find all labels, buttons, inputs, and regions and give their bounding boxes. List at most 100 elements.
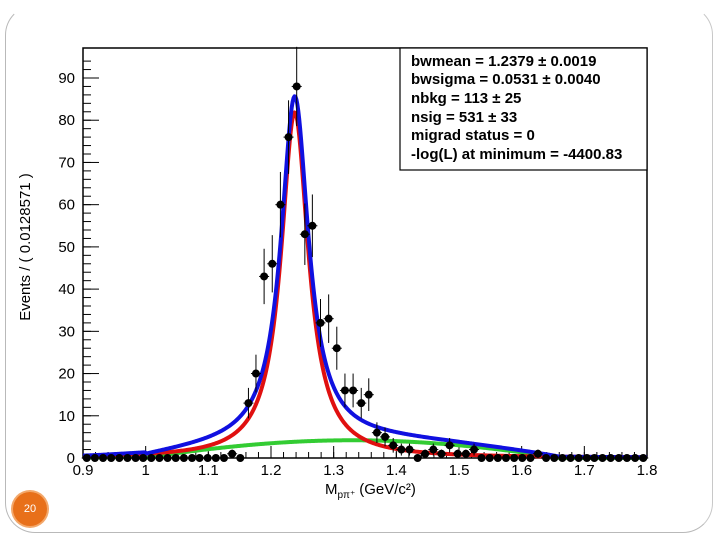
x-tick-label: 1.2: [261, 462, 282, 479]
data-marker: [163, 454, 172, 462]
data-marker: [82, 454, 91, 462]
data-marker: [429, 445, 438, 454]
data-point: [243, 387, 254, 419]
data-marker: [614, 454, 623, 462]
data-marker: [566, 454, 575, 462]
x-tick-label: 0.9: [73, 462, 94, 479]
data-marker: [155, 454, 164, 462]
data-point: [420, 449, 431, 458]
data-point: [348, 373, 359, 408]
data-marker: [502, 454, 510, 462]
data-marker: [533, 449, 542, 458]
x-tick-label: 1.6: [511, 462, 532, 479]
data-marker: [179, 454, 188, 462]
data-point: [380, 427, 391, 447]
y-tick-label: 50: [58, 239, 75, 256]
stat-nbkg: nbkg = 113 ± 25: [411, 90, 521, 107]
data-point: [363, 378, 374, 412]
data-marker: [493, 454, 502, 462]
x-tick-label: 1.1: [198, 462, 219, 479]
data-marker: [526, 454, 535, 462]
data-marker: [107, 454, 116, 462]
data-point: [436, 449, 447, 458]
data-marker: [332, 344, 341, 353]
y-tick-label: 40: [58, 281, 75, 298]
y-tick-label: 20: [58, 366, 75, 383]
x-axis-title: Mpπ⁺ (GeV/c²): [325, 481, 416, 501]
data-points: [81, 46, 649, 462]
data-point: [525, 454, 536, 462]
data-point: [267, 235, 278, 293]
data-marker: [558, 454, 567, 462]
data-marker: [195, 454, 204, 462]
stat-neg-log-likelihood: -log(L) at minimum = -4400.83: [411, 146, 622, 163]
x-axis-title-main: M: [325, 481, 338, 498]
data-marker: [606, 454, 615, 462]
x-tick-label: 1.5: [449, 462, 470, 479]
x-axis-title-unit: (GeV/c²): [359, 481, 416, 498]
axis-tick-labels: 0.9 1 1.1 1.2 1.3 1.4 1.5 1.6 1.7 1.8 0 10 20 30 40 50 6…: [58, 70, 657, 479]
data-marker: [90, 454, 99, 462]
data-marker: [220, 454, 228, 462]
y-tick-label: 70: [58, 154, 75, 171]
data-point: [460, 449, 471, 458]
data-marker: [300, 230, 309, 239]
data-marker: [292, 82, 301, 91]
x-tick-label: 1.3: [323, 462, 344, 479]
data-point: [428, 443, 439, 456]
stats-box-frame: [399, 47, 648, 171]
data-marker: [372, 428, 381, 437]
x-tick-label: 1.7: [574, 462, 595, 479]
data-marker: [622, 454, 631, 462]
data-marker: [236, 454, 245, 462]
data-point: [299, 203, 310, 265]
data-point: [250, 354, 261, 393]
data-point: [275, 171, 286, 238]
data-point: [404, 443, 415, 456]
data-marker: [421, 449, 430, 458]
data-marker: [590, 454, 599, 462]
data-marker: [453, 449, 462, 458]
y-tick-label: 60: [58, 197, 75, 214]
data-marker: [268, 259, 277, 268]
data-marker: [123, 454, 132, 462]
data-point: [235, 454, 246, 462]
y-axis-title: Events / ( 0.0128571 ): [17, 173, 34, 321]
data-marker: [139, 454, 148, 462]
fit-stats-box: bwmean = 1.2379 ± 0.0019 bwsigma = 0.053…: [399, 47, 648, 171]
data-marker: [147, 454, 156, 462]
data-point: [396, 443, 407, 456]
data-marker: [316, 318, 325, 327]
y-tick-label: 90: [58, 70, 75, 87]
data-marker: [131, 454, 140, 462]
data-marker: [340, 386, 349, 395]
data-marker: [203, 454, 212, 462]
data-marker: [470, 445, 479, 454]
x-axis-title-subscript: pπ⁺: [338, 490, 356, 501]
data-marker: [244, 399, 253, 408]
data-marker: [518, 454, 527, 462]
data-marker: [574, 454, 583, 462]
data-point: [356, 387, 367, 419]
data-marker: [308, 221, 317, 230]
data-point: [371, 422, 382, 444]
data-point: [227, 449, 238, 458]
data-point: [469, 443, 480, 456]
x-tick-label: 1: [141, 462, 149, 479]
x-tick-label: 1.4: [386, 462, 407, 479]
data-marker: [437, 449, 446, 458]
data-point: [388, 438, 399, 453]
page-number-badge: 20: [13, 492, 47, 526]
data-point: [307, 194, 318, 258]
data-point: [283, 100, 294, 174]
data-marker: [485, 454, 494, 462]
data-point: [323, 294, 334, 343]
data-marker: [582, 454, 591, 462]
data-point: [259, 248, 270, 305]
data-marker: [211, 454, 220, 462]
data-marker: [276, 200, 285, 209]
y-tick-label: 0: [67, 450, 75, 467]
y-tick-label: 10: [58, 408, 75, 425]
